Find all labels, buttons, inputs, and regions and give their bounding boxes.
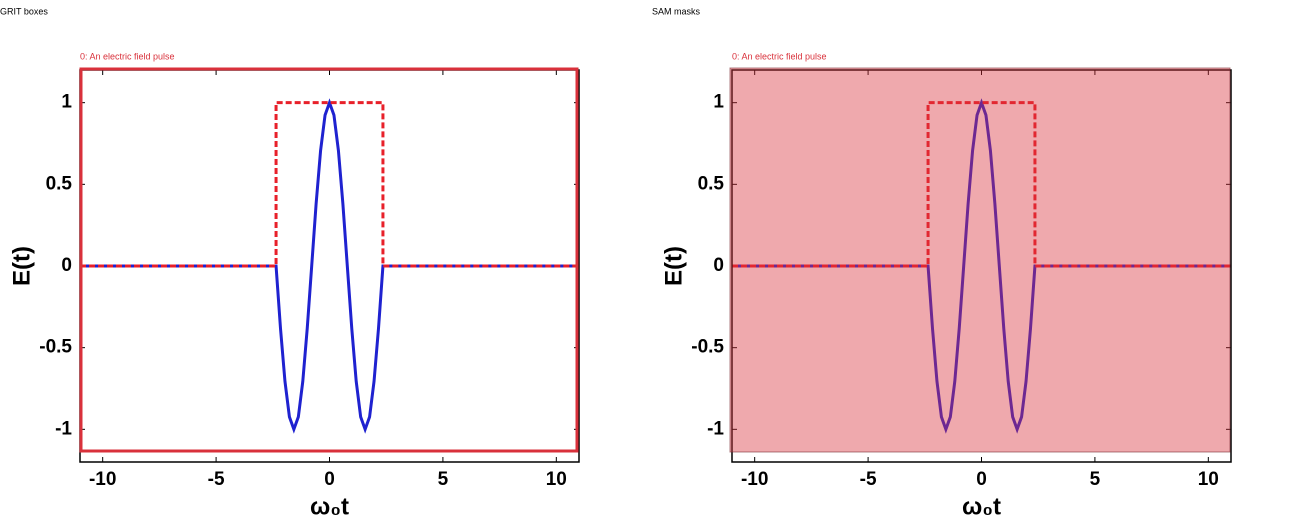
- x-tick-label: -10: [741, 469, 768, 490]
- x-tick-label: -5: [208, 469, 225, 490]
- series-line: [732, 101, 1231, 268]
- annotation-label: 0: An electric field pulse: [80, 51, 175, 61]
- series-line: [80, 101, 579, 268]
- x-tick-label: 5: [1090, 469, 1101, 490]
- series-line: [80, 98, 579, 434]
- y-tick-label: 0: [61, 255, 72, 276]
- y-tick-label: 1: [61, 92, 72, 113]
- x-axis-label: ω₀t: [310, 493, 349, 520]
- grounding-box: [79, 67, 579, 453]
- x-tick-label: 0: [324, 469, 335, 490]
- annotation-label: 0: An electric field pulse: [732, 51, 827, 61]
- axes-frame: [731, 69, 1232, 463]
- y-tick-label: 0.5: [46, 173, 73, 194]
- y-tick-label: 0.5: [698, 173, 725, 194]
- y-axis-label: E(t): [8, 246, 35, 286]
- x-tick-label: 10: [1198, 469, 1219, 490]
- y-tick-label: -0.5: [39, 337, 72, 358]
- x-axis-label: ω₀t: [962, 493, 1001, 520]
- x-tick-label: 0: [976, 469, 987, 490]
- series-line: [732, 98, 1231, 434]
- x-tick-label: 10: [546, 469, 567, 490]
- x-tick-label: 5: [438, 469, 449, 490]
- x-tick-label: -10: [89, 469, 116, 490]
- segmentation-mask: [729, 67, 1231, 453]
- x-tick-label: -5: [860, 469, 877, 490]
- panel-title: SAM masks: [652, 6, 701, 16]
- y-tick-label: 1: [713, 92, 724, 113]
- y-tick-label: -1: [55, 418, 72, 439]
- y-tick-label: 0: [713, 255, 724, 276]
- y-tick-label: -1: [707, 418, 724, 439]
- y-tick-label: -0.5: [691, 337, 724, 358]
- panel-title: GRIT boxes: [0, 6, 48, 16]
- y-axis-label: E(t): [660, 246, 687, 286]
